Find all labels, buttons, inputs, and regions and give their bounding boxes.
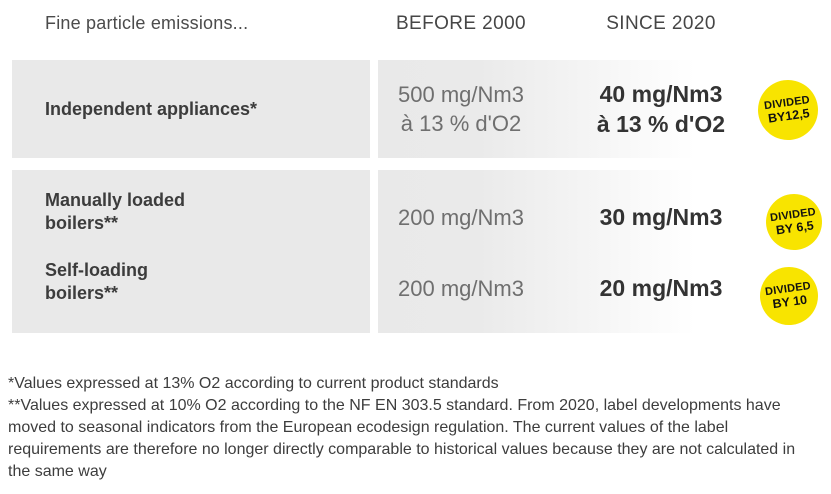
row2-label-line1: Manually loaded — [45, 190, 186, 210]
column-header-since-2020: SINCE 2020 — [606, 13, 716, 34]
row2-since-value: 30 mg/Nm3 — [599, 204, 723, 230]
row3-before-value: 200 mg/Nm3 — [398, 276, 524, 301]
row3-since-value: 20 mg/Nm3 — [599, 275, 723, 301]
row1-label: Independent appliances* — [45, 60, 257, 158]
row1-before-line2: à 13 % d'O2 — [400, 111, 522, 136]
rows23-values-cell — [378, 170, 831, 333]
column-header-before-2000: BEFORE 2000 — [395, 13, 527, 34]
row2-before-value: 200 mg/Nm3 — [398, 205, 524, 230]
row3-label-line2: boilers** — [45, 283, 119, 303]
row1-label-cell — [12, 60, 370, 158]
row3-label: Self-loading boilers** — [45, 259, 148, 305]
row1-label-text: Independent appliances* — [45, 98, 258, 119]
row2-label: Manually loaded boilers** — [45, 189, 185, 235]
row2-label-line2: boilers** — [45, 213, 119, 233]
row1-since-value: 40 mg/Nm3 à 13 % d'O2 — [576, 60, 746, 158]
rows23-label-cell — [12, 170, 370, 333]
footnote-1: *Values expressed at 13% O2 according to… — [8, 375, 499, 392]
row1-before-value: 500 mg/Nm3 à 13 % d'O2 — [378, 60, 544, 158]
footnote-2: **Values expressed at 10% O2 according t… — [8, 397, 796, 480]
table-title: Fine particle emissions... — [45, 13, 249, 33]
row1-before-line1: 500 mg/Nm3 — [398, 82, 524, 107]
row1-since-line1: 40 mg/Nm3 — [599, 81, 723, 107]
row3-label-line1: Self-loading — [45, 260, 148, 280]
row1-values-cell — [378, 60, 831, 158]
row1-since-line2: à 13 % d'O2 — [596, 111, 726, 137]
footnotes: *Values expressed at 13% O2 according to… — [8, 373, 798, 483]
